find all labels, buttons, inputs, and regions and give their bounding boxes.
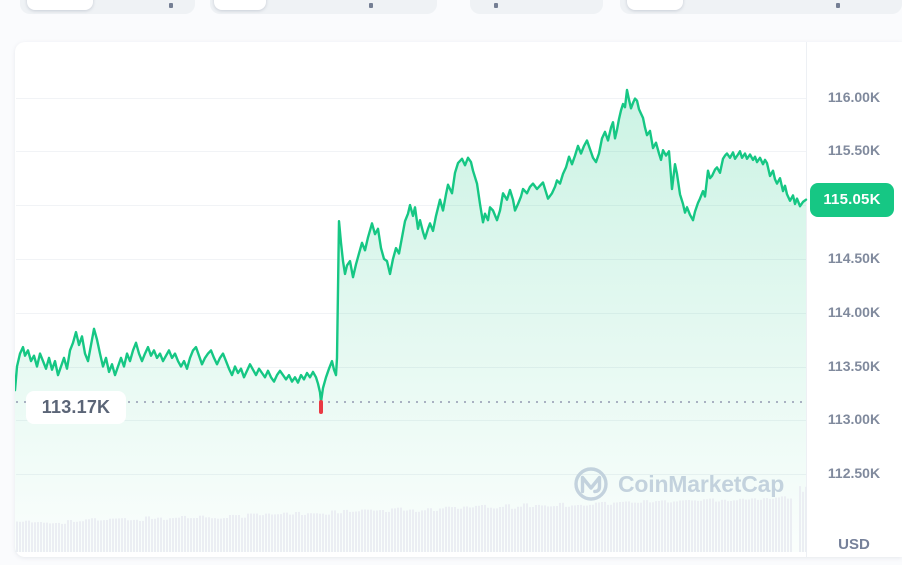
selected-segment[interactable] — [627, 0, 683, 10]
axis-separator — [806, 42, 807, 557]
fullscreen-icon — [836, 3, 840, 8]
price-line-chart[interactable] — [15, 42, 902, 557]
price-area-fill — [15, 90, 806, 552]
daily-low-label: 113.17K — [26, 391, 126, 424]
y-axis-tick: 114.00K — [827, 303, 881, 320]
current-price-badge: 115.05K — [810, 182, 894, 217]
daily-low-value: 113.17K — [41, 397, 111, 417]
y-axis-tick: 114.50K — [827, 249, 881, 266]
selected-segment[interactable] — [214, 0, 266, 10]
current-price-value: 115.05K — [823, 191, 881, 209]
gridline — [16, 97, 806, 99]
y-axis-tick: 116.00K — [827, 88, 881, 105]
currency-unit-label: USD — [838, 536, 870, 553]
y-axis-tick: 113.00K — [827, 411, 881, 428]
y-axis-tick: 115.50K — [827, 142, 881, 159]
time-range-selector[interactable] — [620, 0, 902, 14]
price-line — [15, 88, 808, 404]
chart-style-toggle[interactable] — [210, 0, 437, 14]
selected-segment[interactable] — [27, 0, 93, 10]
display-options[interactable] — [470, 0, 603, 14]
candle-chart-icon — [169, 3, 173, 8]
daily-low-marker — [319, 400, 323, 414]
price-chart-card: 113.17K CoinMarketCap 116.00K115.50K114.… — [15, 42, 902, 557]
daily-low-line — [16, 401, 806, 403]
settings-icon — [494, 3, 498, 8]
volume-bars — [16, 486, 807, 552]
gridline — [16, 151, 806, 153]
indicator-icon — [369, 3, 373, 8]
price-marketcap-toggle[interactable] — [20, 0, 195, 14]
y-axis-tick: 112.50K — [827, 465, 881, 482]
y-axis-tick: 113.50K — [827, 357, 881, 374]
